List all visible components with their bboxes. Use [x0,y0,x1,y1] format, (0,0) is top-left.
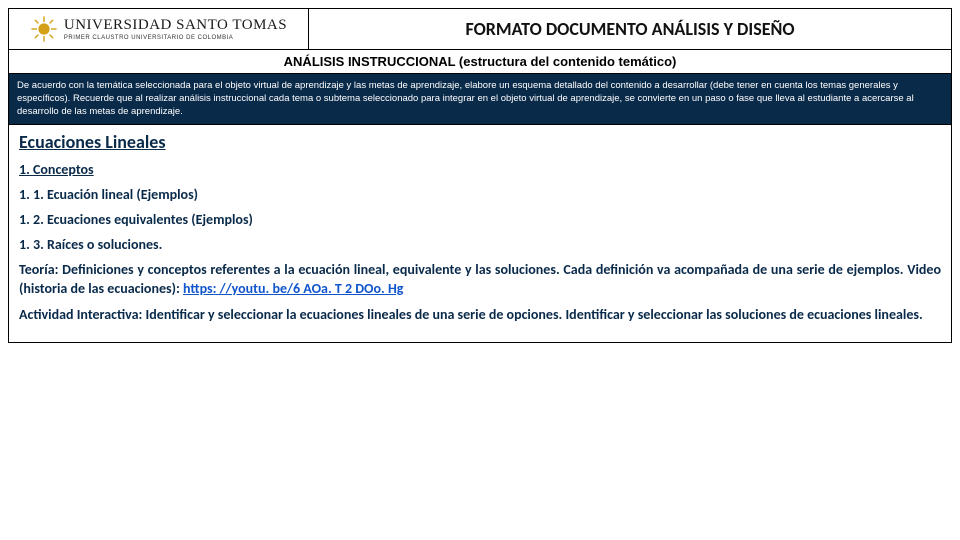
content-area: Ecuaciones Lineales 1. Conceptos 1. 1. E… [9,125,951,342]
university-name: UNIVERSIDAD SANTO TOMAS [64,18,287,33]
instruction-row: De acuerdo con la temática seleccionada … [9,74,951,125]
theory-link[interactable]: https: //youtu. be/6 AOa. T 2 DOo. Hg [183,280,403,297]
document-frame: UNIVERSIDAD SANTO TOMAS PRIMER CLAUSTRO … [8,8,952,343]
section-title: ANÁLISIS INSTRUCCIONAL (estructura del c… [9,50,951,74]
activity-text: Identificar y seleccionar la ecuaciones … [142,306,922,323]
theory-paragraph: Teoría: Definiciones y conceptos referen… [19,261,941,297]
main-heading: Ecuaciones Lineales [19,131,941,153]
activity-label: Actividad Interactiva: [19,306,142,323]
university-subtitle: PRIMER CLAUSTRO UNIVERSITARIO DE COLOMBI… [64,35,287,41]
theory-label: Teoría: [19,261,58,278]
university-text: UNIVERSIDAD SANTO TOMAS PRIMER CLAUSTRO … [64,18,287,41]
theory-text: Definiciones y conceptos referentes a la… [19,261,941,296]
sun-icon [30,15,58,43]
doc-title: FORMATO DOCUMENTO ANÁLISIS Y DISEÑO [465,18,794,40]
item-1: 1. 1. Ecuación lineal (Ejemplos) [19,186,941,203]
activity-paragraph: Actividad Interactiva: Identificar y sel… [19,306,941,324]
title-cell: FORMATO DOCUMENTO ANÁLISIS Y DISEÑO [309,9,951,49]
header-row: UNIVERSIDAD SANTO TOMAS PRIMER CLAUSTRO … [9,9,951,50]
sub-heading: 1. Conceptos [19,161,941,178]
item-3: 1. 3. Raíces o soluciones. [19,236,941,253]
item-2: 1. 2. Ecuaciones equivalentes (Ejemplos) [19,211,941,228]
logo-wrap: UNIVERSIDAD SANTO TOMAS PRIMER CLAUSTRO … [30,15,287,43]
logo-cell: UNIVERSIDAD SANTO TOMAS PRIMER CLAUSTRO … [9,9,309,49]
